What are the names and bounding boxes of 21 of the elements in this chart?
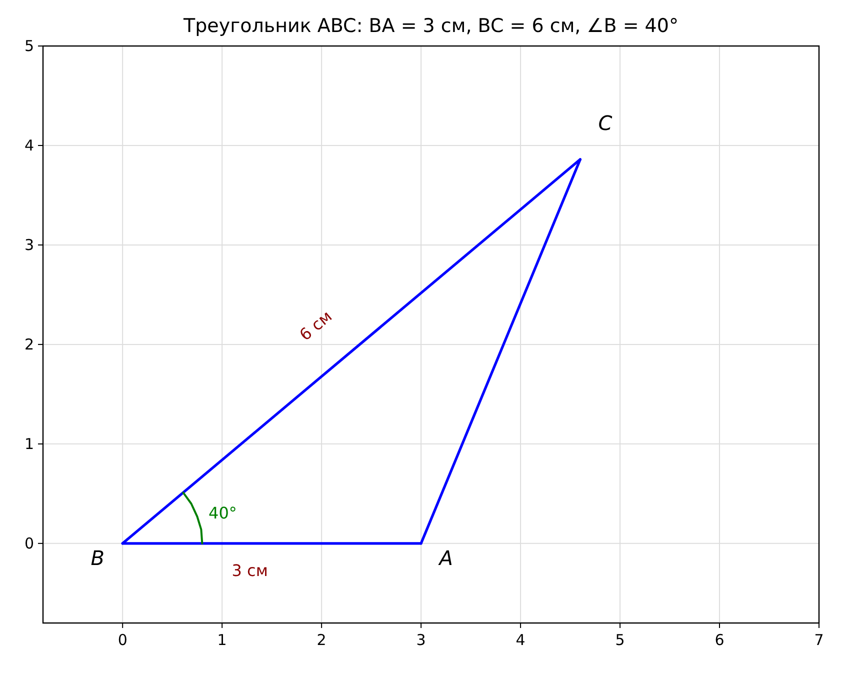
y-tick-label: 4 bbox=[24, 136, 34, 154]
y-tick-label: 3 bbox=[24, 236, 34, 254]
chart-title: Треугольник ABC: BA = 3 см, BC = 6 см, ∠B = 40° bbox=[182, 15, 678, 37]
y-tick-label: 2 bbox=[24, 335, 34, 354]
y-tick-label: 5 bbox=[24, 37, 34, 55]
annotation: 40° bbox=[208, 503, 237, 522]
annotation: 6 см bbox=[296, 306, 336, 344]
x-tick-label: 7 bbox=[814, 631, 824, 649]
x-tick-label: 6 bbox=[714, 631, 724, 649]
y-tick-label: 1 bbox=[24, 434, 34, 453]
x-tick-label: 3 bbox=[416, 631, 426, 649]
x-tick-label: 4 bbox=[516, 631, 526, 649]
y-tick-label: 0 bbox=[24, 534, 34, 552]
annotation: C bbox=[598, 110, 612, 135]
x-tick-label: 5 bbox=[615, 631, 625, 649]
annotation: B bbox=[90, 546, 104, 570]
x-tick-label: 0 bbox=[118, 631, 128, 649]
annotation: 3 см bbox=[232, 560, 268, 580]
x-tick-label: 2 bbox=[316, 631, 326, 649]
x-tick-label: 1 bbox=[217, 631, 227, 649]
annotation: A bbox=[437, 546, 453, 570]
